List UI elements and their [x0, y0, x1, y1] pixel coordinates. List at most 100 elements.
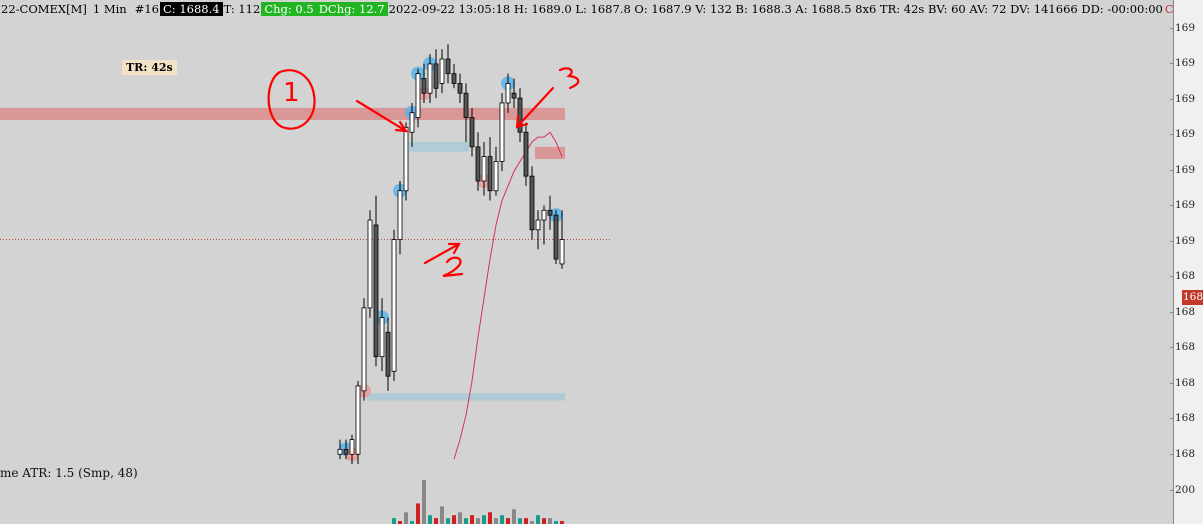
volume-bar — [404, 512, 408, 524]
volume-bar — [428, 515, 432, 524]
candle-body — [379, 317, 385, 358]
demand-zone — [409, 141, 469, 152]
candle-body — [541, 209, 547, 221]
candles-layer — [337, 44, 565, 464]
moving-average-line — [453, 131, 563, 460]
candle — [391, 229, 397, 382]
volume-bar — [410, 521, 414, 524]
volume-bar — [512, 509, 516, 524]
candle — [373, 195, 379, 367]
candle — [463, 83, 469, 142]
volume-bar — [518, 518, 522, 524]
candle — [529, 166, 535, 240]
candle — [541, 205, 547, 245]
candle-body — [505, 83, 511, 104]
volume-bar — [494, 518, 498, 524]
price-tick: 169 — [1169, 57, 1196, 69]
candle-body — [361, 307, 367, 392]
timer-badge: TR: 42s — [122, 60, 177, 75]
annotation-arrow-2 — [423, 242, 461, 265]
supply-zone — [0, 107, 565, 121]
candle-body — [523, 131, 529, 177]
atr-indicator-label: me ATR: 1.5 (Smp, 48) — [0, 466, 138, 480]
volume-bar — [488, 512, 492, 524]
volume-bar — [434, 518, 438, 524]
volume-bar — [440, 506, 444, 524]
annotation-arrow-1 — [355, 99, 409, 133]
candle-body — [487, 156, 493, 192]
volume-bar — [452, 515, 456, 524]
volume-bar — [536, 515, 540, 524]
candle-body — [559, 239, 565, 265]
candle — [517, 88, 523, 142]
volume-bar — [470, 515, 474, 524]
price-tick: 168 — [1169, 448, 1196, 460]
volume-bar — [554, 521, 558, 524]
candle-body — [481, 156, 487, 182]
candle-body — [373, 224, 379, 358]
candle-body — [403, 126, 409, 192]
candle — [493, 146, 499, 196]
candle — [403, 122, 409, 201]
candle-body — [427, 63, 433, 94]
volume-layer — [392, 480, 564, 524]
candle-body — [343, 448, 349, 455]
candle-body — [469, 117, 475, 148]
price-axis[interactable]: 169 169 169 169 169 169 169 168 168 168 … — [1169, 0, 1203, 524]
candle-body — [355, 385, 361, 455]
candle — [559, 210, 565, 269]
volume-bar — [482, 515, 486, 524]
volume-bar — [548, 518, 552, 524]
volume-bar — [446, 518, 450, 524]
candle-body — [337, 448, 343, 455]
candle — [349, 434, 355, 464]
candle — [397, 181, 403, 255]
candle — [511, 78, 517, 108]
candle-body — [367, 219, 373, 309]
bar-number: #16 — [134, 1, 159, 16]
candle-body — [421, 78, 427, 94]
candle-body — [451, 73, 457, 84]
price-tick: 200 — [1169, 484, 1196, 496]
candle-body — [445, 58, 451, 75]
zones-layer — [0, 107, 565, 401]
volume-bar — [476, 518, 480, 524]
price-tick: 168 — [1169, 270, 1196, 282]
timeframe-label: 1 Min — [92, 1, 127, 16]
candle-body — [439, 58, 445, 84]
candle — [535, 210, 541, 250]
price-tick: 169 — [1169, 199, 1196, 211]
candle — [487, 137, 493, 201]
candle — [409, 102, 415, 147]
supply-zone — [535, 146, 565, 160]
price-tick: 168 — [1169, 412, 1196, 424]
candle — [433, 49, 439, 99]
candle — [523, 122, 529, 186]
price-tick: 169 — [1169, 164, 1196, 176]
header-bar: 22-COMEX[M] 1 Min #16 C: 1688.4 T: 112 C… — [0, 0, 1203, 17]
daily-change-badge: DChg: 12.7 — [315, 1, 388, 16]
volume-bar — [542, 518, 546, 524]
annotation-digit-3-stroke — [558, 67, 580, 90]
price-tick: 168 — [1169, 306, 1196, 318]
candle-body — [529, 175, 535, 231]
candle — [451, 63, 457, 89]
candle-body — [475, 146, 481, 182]
volume-bar — [398, 521, 402, 524]
close-price-badge: C: 1688.4 — [159, 1, 223, 16]
annotation-label-1: 1 — [283, 78, 300, 108]
annotation-arrows — [267, 67, 580, 278]
price-tick: 169 — [1169, 22, 1196, 34]
candle — [421, 63, 427, 103]
candle-body — [397, 190, 403, 240]
change-badge: Chg: 0.5 — [261, 1, 317, 16]
candle-body — [517, 97, 523, 133]
volume-bar — [524, 518, 528, 524]
price-tick: 169 — [1169, 93, 1196, 105]
candle-body — [391, 239, 397, 372]
price-tick: 169 — [1169, 235, 1196, 247]
volume-bar — [416, 503, 420, 524]
candle-body — [493, 161, 499, 192]
candle-body — [511, 92, 517, 99]
